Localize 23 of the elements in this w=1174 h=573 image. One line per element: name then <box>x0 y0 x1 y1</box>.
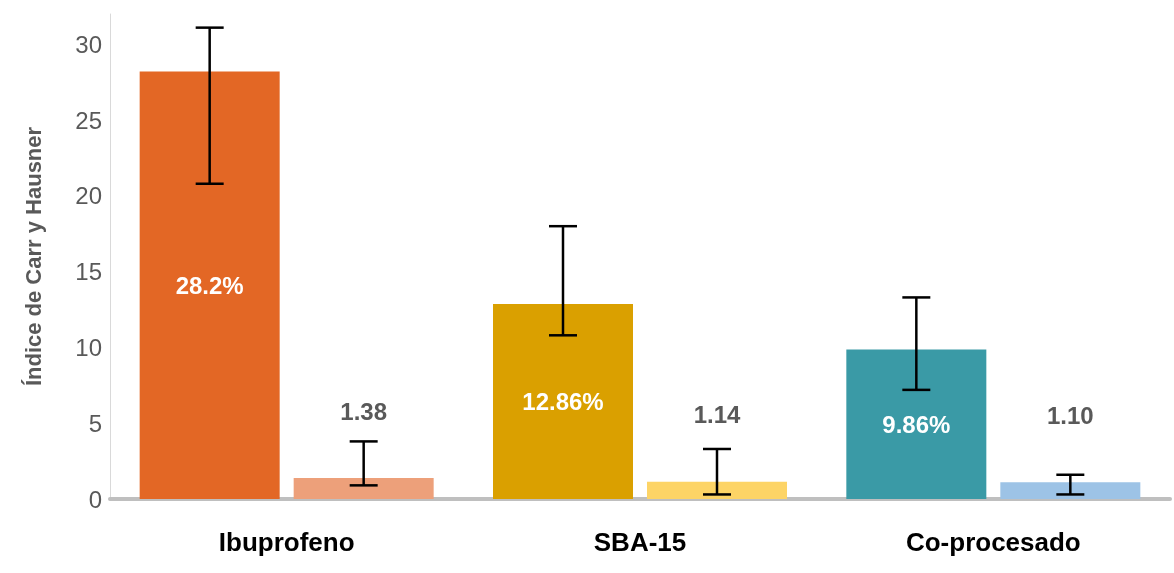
x-tick-label: Ibuprofeno <box>218 527 355 557</box>
data-label: 1.10 <box>1046 401 1094 429</box>
data-label: 1.38 <box>340 397 388 425</box>
bar <box>493 304 633 499</box>
y-axis-title: Índice de Carr y Hausner <box>20 126 46 387</box>
data-label: 1.14 <box>693 401 741 429</box>
bar <box>1000 482 1141 499</box>
bar <box>139 71 280 499</box>
data-label: 12.86% <box>522 388 604 416</box>
data-label: 9.86% <box>882 410 951 438</box>
y-tick-label: 20 <box>75 182 102 210</box>
bar <box>846 349 987 499</box>
x-tick-label: Co-procesado <box>905 527 1081 557</box>
y-tick-label: 10 <box>75 333 102 361</box>
y-tick-label: 30 <box>75 30 102 58</box>
y-tick-label: 15 <box>75 258 102 286</box>
data-label: 28.2% <box>175 271 244 299</box>
y-tick-label: 25 <box>75 106 102 134</box>
bar <box>647 481 787 499</box>
y-tick-label: 0 <box>88 485 102 513</box>
y-tick-label: 5 <box>88 409 102 437</box>
x-tick-label: SBA-15 <box>593 527 687 557</box>
bar <box>293 478 434 499</box>
